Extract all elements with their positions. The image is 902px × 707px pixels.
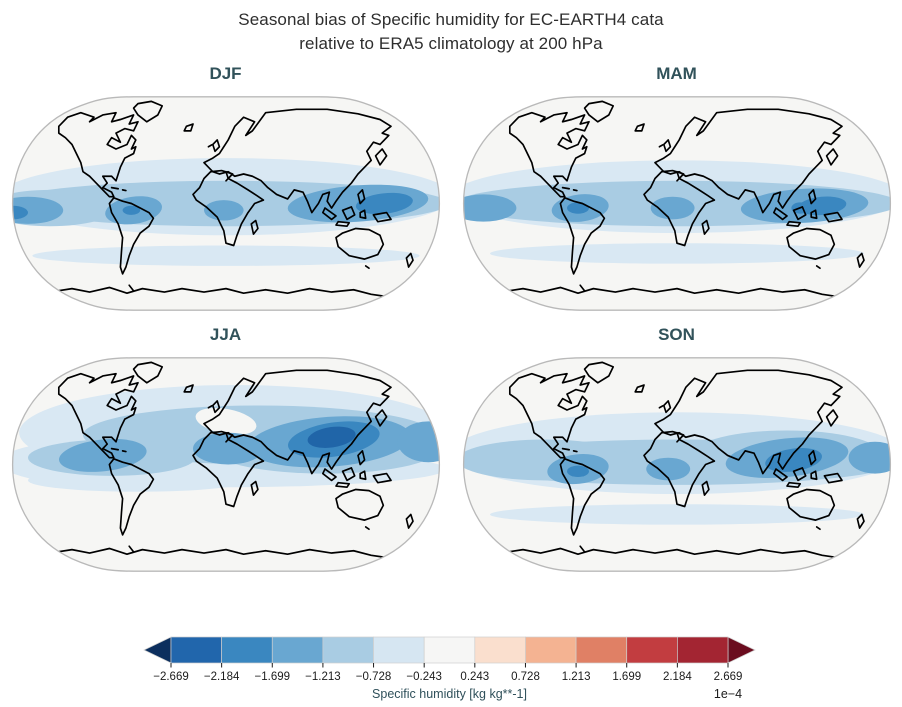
- colorbar-segment: [525, 636, 577, 663]
- contour-blob: [397, 420, 439, 462]
- colorbar: −2.669 −2.184 −1.699 −1.213 −0.728 −0.243 0.24…: [141, 634, 761, 704]
- panel-title-son: SON: [658, 324, 695, 344]
- contour-blob: [307, 426, 356, 448]
- colorbar-tick-label: 1.213: [562, 671, 591, 683]
- contour-blob: [848, 441, 890, 474]
- contour-blob: [645, 457, 690, 480]
- map-panel-djf: DJF: [0, 56, 451, 317]
- map-content: [463, 96, 890, 310]
- contour-blob: [489, 503, 864, 525]
- colorbar-tick-label: 1.699: [612, 671, 641, 683]
- world-map-mam: [462, 95, 891, 311]
- world-map-djf: [11, 95, 440, 311]
- figure-title-line1: Seasonal bias of Specific humidity for E…: [238, 10, 664, 29]
- bias-contours: [463, 159, 890, 264]
- contour-blob: [195, 407, 256, 435]
- contour-blob: [463, 439, 633, 480]
- map-panel-son: SON: [451, 317, 902, 578]
- colorbar-tick-label: 2.184: [663, 671, 692, 683]
- figure-title-line2: relative to ERA5 climatology at 200 hPa: [299, 33, 603, 53]
- contour-blob: [203, 199, 244, 221]
- colorbar-segment: [373, 636, 425, 663]
- contour-blob: [31, 245, 420, 266]
- contour-blob: [566, 465, 589, 477]
- contour-blob: [463, 194, 516, 222]
- colorbar-tick-label: −1.213: [305, 671, 341, 683]
- world-map-son: [462, 356, 891, 572]
- coastlines: [499, 361, 865, 559]
- contour-blob: [566, 201, 589, 214]
- colorbar-segment: [423, 636, 476, 663]
- colorbar-tick-label: 0.728: [511, 671, 540, 683]
- map-outline: [462, 95, 891, 311]
- colorbar-extend-left: [143, 636, 172, 664]
- colorbar-axis-label: Specific humidity [kg kg**-1]: [372, 687, 527, 701]
- colorbar-tick-label: 0.243: [460, 671, 489, 683]
- colorbar-svg: −2.669 −2.184 −1.699 −1.213 −0.728 −0.243 0.24…: [143, 636, 756, 701]
- colorbar-segment: [677, 636, 729, 663]
- bias-contours: [463, 411, 890, 525]
- colorbar-tick-label: −1.699: [255, 671, 290, 683]
- contour-blob: [650, 196, 695, 219]
- colorbar-extend-right: [727, 636, 756, 664]
- colorbar-segment: [575, 636, 628, 663]
- colorbar-segment: [626, 636, 678, 663]
- contour-blob: [58, 438, 147, 472]
- colorbar-segment: [221, 636, 273, 663]
- map-content: [463, 357, 890, 571]
- colorbar-segment: [170, 636, 222, 663]
- colorbar-offset-label: 1e−4: [714, 687, 742, 701]
- coastlines: [48, 361, 414, 559]
- colorbar-segment: [271, 636, 324, 663]
- map-panels-grid: DJF MAM JJA SON: [0, 56, 902, 578]
- panel-title-djf: DJF: [209, 63, 242, 83]
- contour-blob: [355, 192, 413, 214]
- map-outline: [462, 356, 891, 572]
- world-map-jja: [11, 356, 440, 572]
- colorbar-tick-label: −2.669: [153, 671, 189, 683]
- contour-blob: [122, 205, 140, 215]
- colorbar-tick-label: −0.243: [406, 671, 442, 683]
- figure-title: Seasonal bias of Specific humidity for E…: [0, 0, 902, 56]
- contour-blob: [192, 432, 263, 465]
- map-panel-mam: MAM: [451, 56, 902, 317]
- map-outline: [11, 356, 440, 572]
- map-panel-jja: JJA: [0, 317, 451, 578]
- colorbar-tick-label: 2.669: [714, 671, 743, 683]
- panel-title-jja: JJA: [209, 324, 242, 344]
- contour-blob: [12, 205, 28, 219]
- map-outline: [11, 95, 440, 311]
- map-content: [12, 96, 439, 310]
- panel-title-mam: MAM: [656, 63, 697, 83]
- colorbar-segment: [322, 636, 374, 663]
- coastlines: [499, 100, 865, 298]
- colorbar-segment: [474, 636, 526, 663]
- coastlines: [48, 100, 414, 298]
- contour-blob: [12, 196, 63, 224]
- colorbar-tick-label: −2.184: [204, 671, 240, 683]
- colorbar-tick-label: −0.728: [356, 671, 392, 683]
- map-content: [12, 357, 439, 571]
- contour-blob: [489, 242, 864, 264]
